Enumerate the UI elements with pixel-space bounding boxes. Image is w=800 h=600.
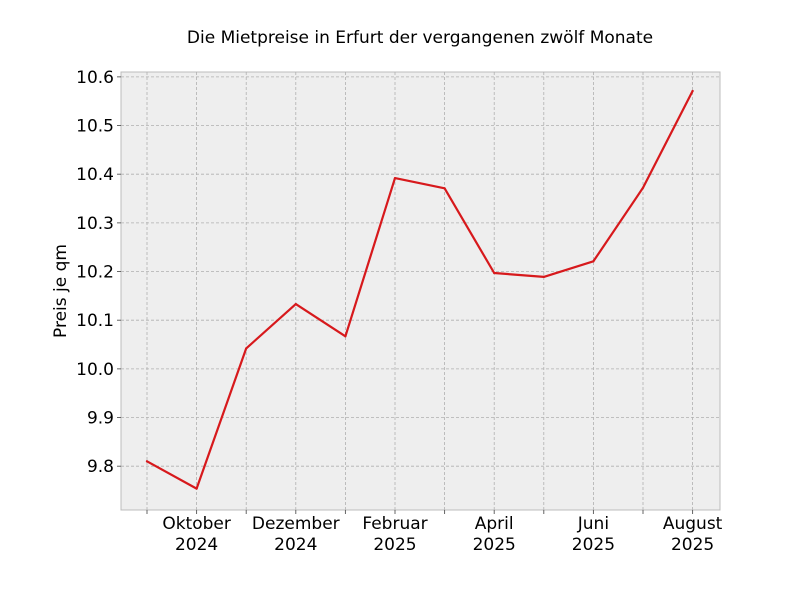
x-tick-label: Februar 2025 bbox=[362, 514, 427, 555]
x-tick-label: April 2025 bbox=[473, 514, 516, 555]
data-point bbox=[195, 487, 198, 490]
y-tick-label: 10.0 bbox=[76, 360, 114, 380]
data-point bbox=[294, 303, 297, 306]
y-tick-label: 10.1 bbox=[76, 311, 114, 331]
data-point bbox=[542, 275, 545, 278]
data-point bbox=[691, 89, 694, 93]
chart-title: Die Mietpreise in Erfurt der vergangenen… bbox=[187, 28, 653, 48]
x-tick-label: Oktober 2024 bbox=[162, 514, 231, 555]
x-tick-label: Dezember 2024 bbox=[252, 514, 340, 555]
data-point bbox=[641, 186, 645, 189]
x-tick-month: August bbox=[663, 514, 723, 534]
x-tick-year: 2025 bbox=[671, 535, 714, 555]
y-tick-label: 10.6 bbox=[76, 68, 114, 88]
x-tick-month: Juni bbox=[577, 514, 609, 534]
x-tick-month: Oktober bbox=[162, 514, 231, 534]
axis-ticks: 9.8 9.9 10.0 10.1 10.2 10.3 10.4 10.5 10.6 Oktobe… bbox=[76, 68, 723, 555]
series-layer bbox=[145, 89, 694, 490]
x-tick-label: August 2025 bbox=[663, 514, 723, 555]
x-tick-label: Juni 2025 bbox=[572, 514, 615, 555]
x-tick-month: April bbox=[475, 514, 514, 534]
x-tick-year: 2024 bbox=[274, 535, 317, 555]
data-point bbox=[145, 460, 149, 463]
x-tick-year: 2024 bbox=[175, 535, 218, 555]
x-tick-month: Dezember bbox=[252, 514, 340, 534]
y-tick-label: 10.3 bbox=[76, 214, 114, 234]
series-line-0 bbox=[145, 89, 694, 490]
data-point bbox=[493, 271, 496, 275]
data-point bbox=[245, 347, 248, 350]
data-point bbox=[443, 187, 446, 190]
x-tick-year: 2025 bbox=[473, 535, 516, 555]
y-tick-label: 10.2 bbox=[76, 263, 114, 283]
gridlines bbox=[121, 72, 720, 510]
x-tick-year: 2025 bbox=[572, 535, 615, 555]
data-point bbox=[393, 176, 397, 180]
y-tick-label: 10.4 bbox=[76, 165, 114, 185]
data-point bbox=[592, 260, 595, 263]
x-tick-month: Februar bbox=[362, 514, 427, 534]
plot-area bbox=[120, 71, 721, 511]
y-tick-label: 9.9 bbox=[87, 409, 114, 429]
y-axis-label: Preis je qm bbox=[51, 244, 71, 338]
data-point bbox=[344, 335, 347, 338]
y-tick-label: 9.8 bbox=[87, 457, 114, 477]
x-tick-year: 2025 bbox=[373, 535, 416, 555]
y-tick-label: 10.5 bbox=[76, 117, 114, 137]
